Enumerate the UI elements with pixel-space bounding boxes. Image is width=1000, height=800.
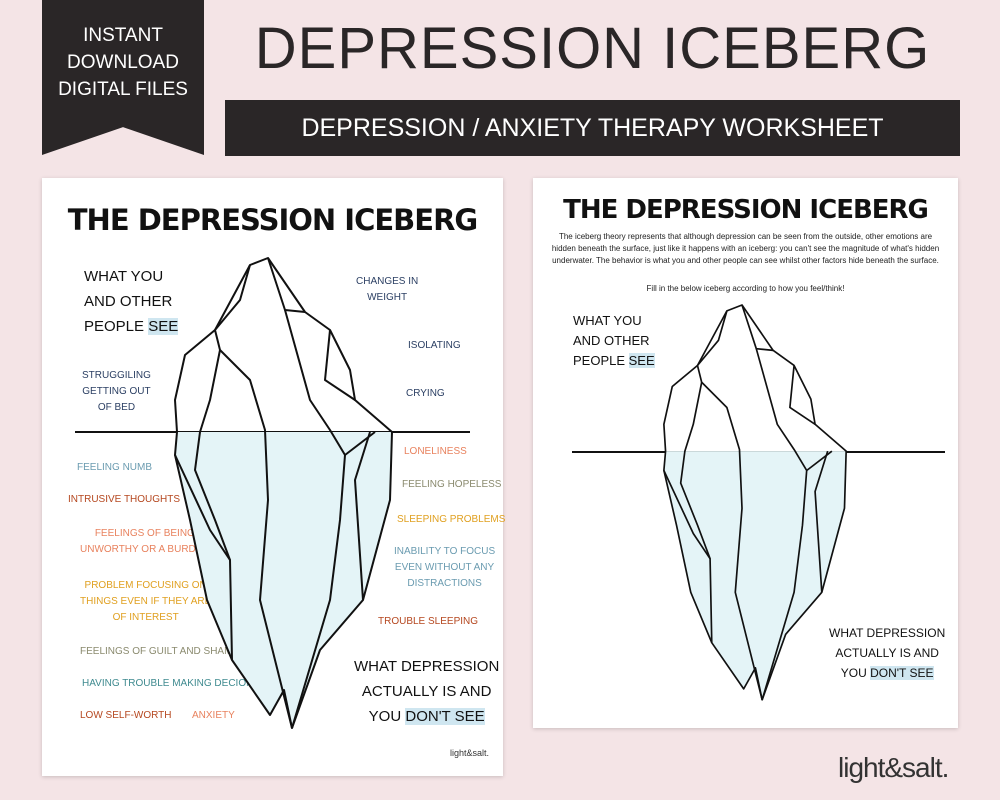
page-logo: light&salt.	[450, 748, 490, 758]
intro-text: The iceberg theory represents that altho…	[551, 232, 940, 265]
ribbon-line: DIGITAL FILES	[58, 79, 188, 100]
see-line: PEOPLE	[84, 318, 149, 335]
symptom-label: FEELINGS OF BEING UNWORTHY OR A BURDEN	[80, 528, 210, 555]
dont-see-line: YOU	[840, 666, 871, 680]
subtitle-bar: DEPRESSION / ANXIETY THERAPY WORKSHEET	[225, 100, 960, 156]
page-title: THE DEPRESSION ICEBERG	[67, 203, 478, 237]
ribbon-line: DOWNLOAD	[67, 52, 179, 73]
see-label: WHAT YOU AND OTHER PEOPLE SEE	[84, 264, 179, 339]
see-label: WHAT YOU AND OTHER PEOPLE SEE	[573, 311, 655, 371]
dont-see-line: YOU	[368, 708, 406, 725]
symptom-label: INTRUSIVE THOUGHTS	[68, 494, 181, 505]
page-title: THE DEPRESSION ICEBERG	[563, 195, 929, 225]
symptom-label: ANXIETY	[192, 710, 235, 721]
symptom-label: LONELINESS	[404, 446, 467, 457]
dont-see-line: WHAT DEPRESSION	[829, 626, 946, 640]
see-line: WHAT YOU	[573, 313, 642, 328]
symptom-label: PROBLEM FOCUSING ON THINGS EVEN IF THEY …	[80, 580, 212, 623]
see-highlight: SEE	[628, 353, 655, 368]
symptom-label: FEELINGS OF GUILT AND SHAME	[80, 646, 240, 657]
iceberg	[175, 258, 392, 728]
symptom-label: STRUGGILING GETTING OUT OF BED	[82, 370, 151, 413]
dont-see-label: WHAT DEPRESSION ACTUALLY IS AND YOU DON'…	[829, 623, 945, 683]
brand-logo: light&salt.	[838, 752, 949, 783]
dont-see-label: WHAT DEPRESSION ACTUALLY IS AND YOU DON'…	[354, 654, 499, 729]
dont-see-line: ACTUALLY IS AND	[361, 683, 492, 700]
symptom-label: FEELING NUMB	[77, 462, 153, 473]
see-line: AND OTHER	[573, 333, 650, 348]
symptom-label: CHANGES IN WEIGHT	[356, 276, 419, 303]
ribbon-line: INSTANT	[83, 25, 163, 46]
see-line: WHAT YOU	[84, 268, 164, 285]
dont-see-highlight: DON'T SEE	[405, 708, 485, 725]
symptom-label: LOW SELF-WORTH	[80, 710, 172, 721]
symptom-label: ISOLATING	[408, 340, 461, 351]
see-line: PEOPLE	[573, 353, 629, 368]
symptom-label: INABILITY TO FOCUS EVEN WITHOUT ANY DIST…	[394, 546, 496, 589]
see-highlight: SEE	[148, 318, 179, 335]
dont-see-line: WHAT DEPRESSION	[354, 658, 500, 675]
symptom-label: TROUBLE SLEEPING	[378, 616, 479, 627]
dont-see-highlight: DON'T SEE	[870, 666, 934, 680]
main-title: DEPRESSION ICEBERG	[254, 16, 931, 81]
symptom-label: HAVING TROUBLE MAKING DECIONS	[82, 678, 260, 689]
symptom-label: FEELING HOPELESS	[402, 479, 502, 490]
dont-see-line: ACTUALLY IS AND	[835, 646, 939, 660]
symptom-label: CRYING	[406, 388, 445, 399]
symptom-label: SLEEPING PROBLEMS	[397, 514, 506, 525]
iceberg-blank	[664, 305, 846, 700]
instruction-text: Fill in the below iceberg according to h…	[646, 284, 845, 293]
see-line: AND OTHER	[84, 293, 173, 310]
